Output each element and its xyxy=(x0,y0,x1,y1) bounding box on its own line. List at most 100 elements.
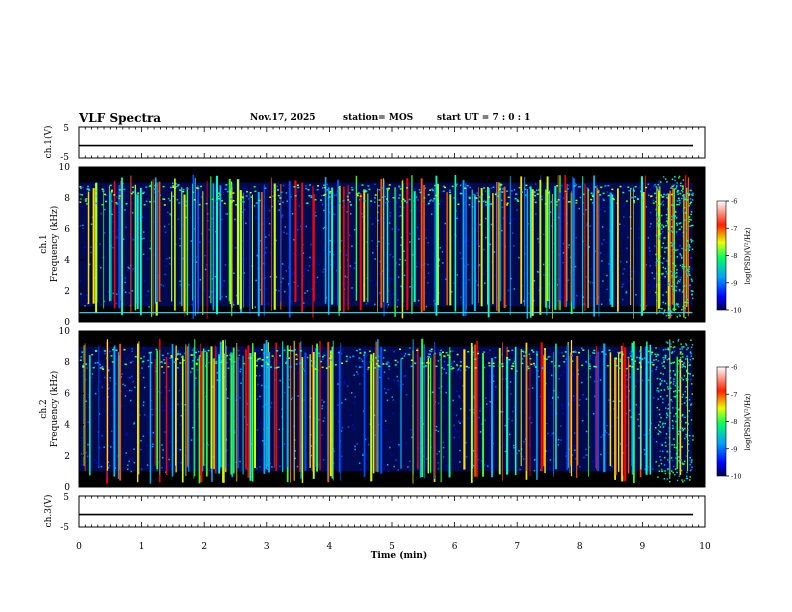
spectrogram-band-speckle xyxy=(326,189,329,191)
spectrogram-sferic-streak xyxy=(301,182,304,313)
spectrogram-speckle xyxy=(558,279,560,281)
spectrogram-noise-burst xyxy=(671,470,673,472)
spectrogram-speckle xyxy=(353,353,356,356)
spectrogram-speckle xyxy=(101,367,104,370)
spectrogram-speckle xyxy=(226,187,228,189)
spectrogram-speckle xyxy=(489,433,492,436)
spectrogram-noise-burst xyxy=(678,389,680,392)
spectrogram-speckle xyxy=(467,417,469,420)
spectrogram-sferic-streak xyxy=(347,185,349,311)
spectrogram-noise-burst xyxy=(687,347,689,349)
spectrogram-speckle xyxy=(585,359,587,362)
spectrogram-speckle xyxy=(690,257,692,259)
spectrogram-speckle xyxy=(625,292,628,294)
spectrogram-speckle xyxy=(382,463,385,466)
spectrogram-sferic-streak xyxy=(596,346,598,470)
spectrogram-noise-burst xyxy=(684,390,687,393)
spectrogram-speckle xyxy=(486,403,488,405)
spectrogram-sferic-streak xyxy=(413,191,416,302)
spectrogram-speckle xyxy=(531,377,534,380)
spectrogram-band-speckle xyxy=(283,349,286,352)
spectrogram-band-speckle xyxy=(358,348,361,351)
spectrogram-band-speckle xyxy=(663,361,666,363)
spectrogram-band-speckle xyxy=(261,365,264,367)
spectrogram-noise-burst xyxy=(666,193,669,195)
spectrogram-speckle xyxy=(504,219,507,222)
spectrogram-sferic-streak xyxy=(340,342,342,481)
spectrogram-speckle xyxy=(340,402,343,404)
spectrogram-band-speckle xyxy=(365,190,368,192)
spectrogram-speckle xyxy=(501,206,504,208)
spectrogram-speckle xyxy=(565,452,567,454)
spectrogram-speckle xyxy=(435,371,437,374)
spectrogram-speckle xyxy=(431,188,433,190)
spectrogram-speckle xyxy=(224,196,227,198)
spectrogram-band-speckle xyxy=(348,192,351,194)
spectrogram-sferic-streak xyxy=(631,351,634,475)
spectrogram-speckle xyxy=(148,306,150,308)
spectrogram-noise-burst xyxy=(679,315,681,317)
spectrogram-sferic-streak xyxy=(215,175,218,315)
spectrogram-band-speckle xyxy=(398,194,401,196)
spectrogram-band-speckle xyxy=(368,350,371,352)
spectrogram-speckle xyxy=(320,291,323,293)
spectrogram-sferic-streak xyxy=(412,350,414,484)
spectrogram-noise-burst xyxy=(669,307,671,309)
spectrogram-speckle xyxy=(653,277,656,280)
spectrogram-speckle xyxy=(459,252,462,254)
spectrogram-speckle xyxy=(216,372,218,374)
spectrogram-speckle xyxy=(586,187,588,189)
spectrogram-band-speckle xyxy=(172,195,175,197)
spectrogram-speckle xyxy=(81,463,83,466)
spectrogram-speckle xyxy=(109,377,111,379)
spectrogram-noise-burst xyxy=(671,204,673,206)
spectrogram-speckle xyxy=(281,424,283,427)
spectrogram-noise-burst xyxy=(662,266,665,269)
spectrogram-speckle xyxy=(409,347,411,349)
spectrogram-speckle xyxy=(270,416,272,418)
spectrogram-noise-burst xyxy=(656,212,658,214)
spectrogram-speckle xyxy=(585,448,587,451)
spectrogram-speckle xyxy=(621,298,624,301)
spectrogram-band-speckle xyxy=(170,186,172,189)
spectrogram-band-speckle xyxy=(487,199,489,201)
spectrogram-noise-burst xyxy=(691,199,694,201)
spectrogram-speckle xyxy=(458,218,460,221)
spectrogram-sferic-streak xyxy=(656,186,658,315)
spectrogram-sferic-streak xyxy=(239,178,240,307)
spectrogram-speckle xyxy=(631,219,633,221)
spectrogram-sferic-streak xyxy=(685,175,687,313)
spectrogram-band-speckle xyxy=(444,186,446,189)
spectrogram-band-speckle xyxy=(377,364,380,367)
spectrogram-band-speckle xyxy=(625,367,628,370)
spectrogram-speckle xyxy=(402,305,405,307)
spectrogram-speckle xyxy=(234,218,236,221)
spectrogram-speckle xyxy=(399,258,401,261)
spectrogram-noise-burst xyxy=(670,399,672,401)
spectrogram-speckle xyxy=(510,277,512,280)
spectrogram-speckle xyxy=(128,292,130,294)
spectrogram-band-speckle xyxy=(305,187,308,190)
spectrogram-speckle xyxy=(303,306,305,308)
spectrogram-speckle xyxy=(509,268,511,270)
spectrogram-speckle xyxy=(314,211,316,214)
spectrogram-noise-burst xyxy=(659,226,662,229)
spectrogram-noise-burst xyxy=(684,460,686,463)
spectrogram-noise-burst xyxy=(672,262,674,265)
spectrogram-speckle xyxy=(451,362,453,365)
spectrogram-band-speckle xyxy=(321,366,324,369)
spectrogram-speckle xyxy=(208,361,210,364)
spectrogram-band-speckle xyxy=(660,194,663,196)
spectrogram-speckle xyxy=(143,217,145,220)
spectrogram-speckle xyxy=(172,226,174,229)
spectrogram-speckle xyxy=(608,421,610,423)
spectrogram-sferic-streak xyxy=(566,345,569,471)
spectrogram-noise-burst xyxy=(673,346,676,348)
spectrogram-noise-burst xyxy=(675,186,678,189)
spectrogram-noise-burst xyxy=(664,276,666,278)
spectrogram-speckle xyxy=(588,188,590,190)
spectrogram-band-speckle xyxy=(279,197,282,199)
spectrogram-speckle xyxy=(131,237,133,239)
spectrogram-speckle xyxy=(533,193,535,195)
spectrogram-speckle xyxy=(409,238,411,240)
